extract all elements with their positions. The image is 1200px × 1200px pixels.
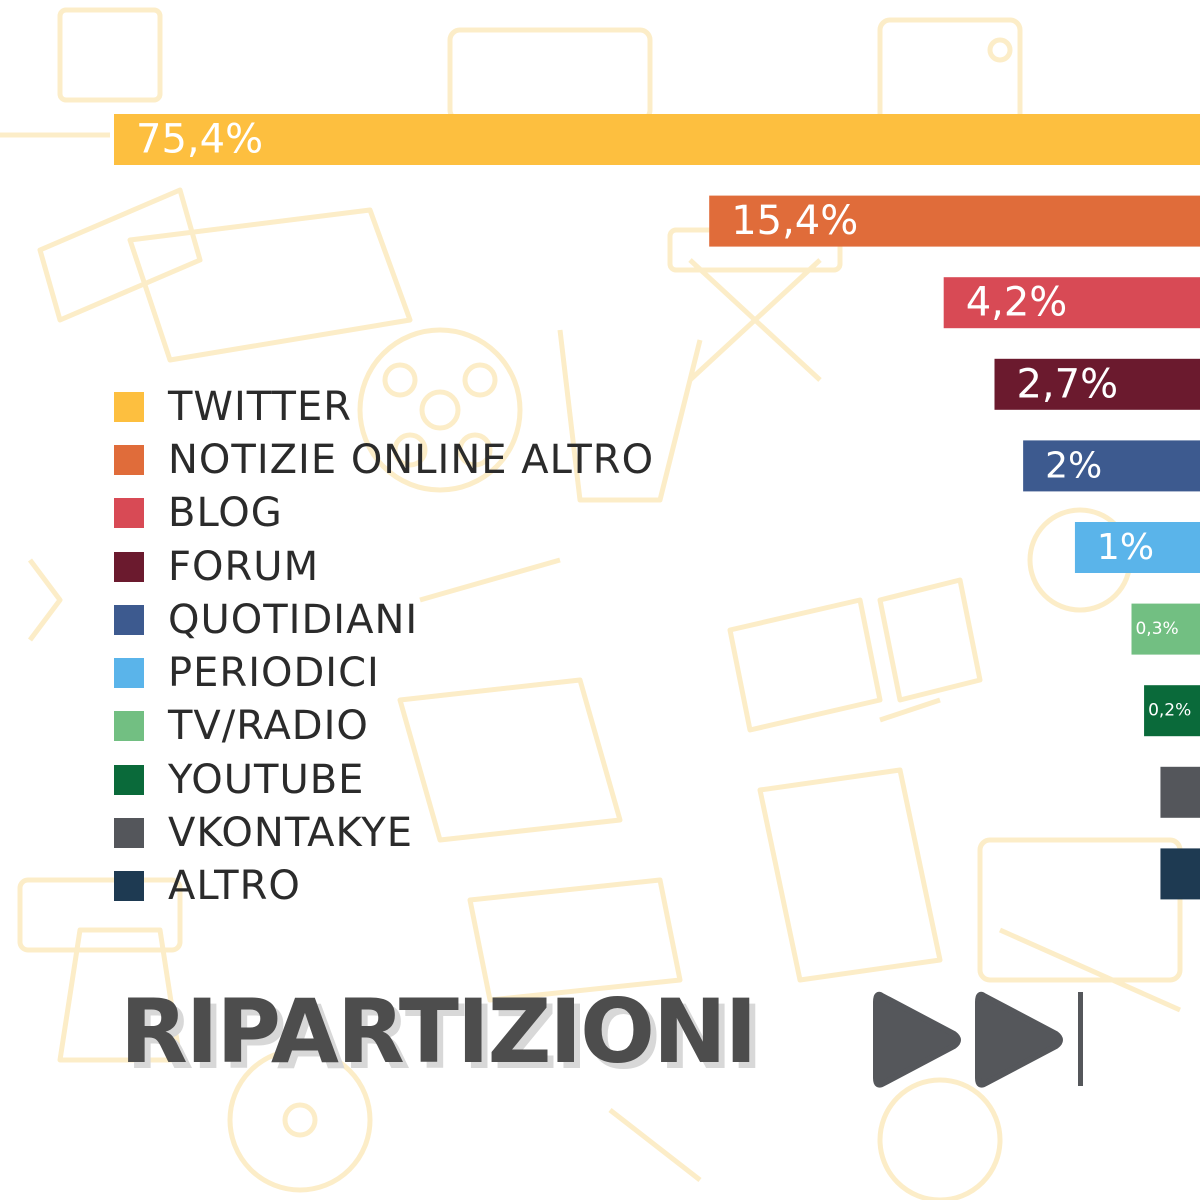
- legend-label: YOUTUBE: [168, 756, 365, 803]
- legend-swatch: [114, 604, 144, 635]
- bar-twitter: [114, 114, 1200, 165]
- legend-item-youtube: YOUTUBE: [114, 753, 654, 806]
- legend-swatch: [114, 764, 144, 795]
- legend-label: VKONTAKYE: [168, 810, 414, 857]
- legend-swatch: [114, 444, 144, 475]
- bar-value-label: 0,2%: [1148, 701, 1191, 721]
- bar-value-label: 2,7%: [1016, 361, 1118, 407]
- chart-legend: TWITTER NOTIZIE ONLINE ALTRO BLOG FORUM …: [114, 380, 654, 913]
- legend-label: TWITTER: [168, 383, 353, 430]
- legend-swatch: [114, 391, 144, 422]
- bar-value-label: 0,3%: [1135, 619, 1178, 639]
- legend-swatch: [114, 871, 144, 902]
- legend-swatch: [114, 711, 144, 742]
- bar-youtube: [1144, 685, 1200, 737]
- legend-item-notizie-online-altro: NOTIZIE ONLINE ALTRO: [114, 433, 654, 486]
- legend-label: NOTIZIE ONLINE ALTRO: [168, 436, 655, 483]
- bar-value-label: 4,2%: [966, 280, 1068, 326]
- fast-forward-icon[interactable]: [872, 988, 1088, 1092]
- legend-label: QUOTIDIANI: [168, 596, 419, 643]
- legend-label: TV/RADIO: [168, 703, 369, 750]
- legend-swatch: [114, 658, 144, 689]
- page-title: RIPARTIZIONI: [120, 980, 757, 1083]
- legend-item-quotidiani: QUOTIDIANI: [114, 593, 654, 646]
- bar-value-label: 2%: [1045, 445, 1102, 486]
- legend-item-forum: FORUM: [114, 540, 654, 593]
- bar-blog: [943, 277, 1200, 329]
- bar-quotidiani: [1023, 440, 1200, 492]
- legend-swatch: [114, 818, 144, 849]
- bar-vkontakye: [1160, 766, 1200, 818]
- legend-item-blog: BLOG: [114, 487, 654, 540]
- bar-altro: [1160, 848, 1200, 900]
- legend-item-twitter: TWITTER: [114, 380, 654, 433]
- bar-forum: [994, 358, 1200, 410]
- legend-label: BLOG: [168, 490, 283, 537]
- legend-item-vkontakye: VKONTAKYE: [114, 806, 654, 859]
- legend-item-altro: ALTRO: [114, 860, 654, 913]
- legend-swatch: [114, 498, 144, 529]
- bar-value-label: 15,4%: [731, 198, 858, 244]
- bar-notizie-online-altro: [709, 195, 1200, 247]
- bar-value-label: 1%: [1097, 527, 1154, 568]
- legend-label: FORUM: [168, 543, 320, 590]
- legend-swatch: [114, 551, 144, 582]
- legend-item-tv-radio: TV/RADIO: [114, 700, 654, 753]
- bar-periodici: [1074, 522, 1200, 573]
- bar-value-label: 75,4%: [136, 117, 263, 163]
- legend-label: ALTRO: [168, 863, 301, 910]
- legend-item-periodici: PERIODICI: [114, 646, 654, 699]
- bar-tv-radio: [1131, 603, 1200, 655]
- legend-label: PERIODICI: [168, 650, 380, 697]
